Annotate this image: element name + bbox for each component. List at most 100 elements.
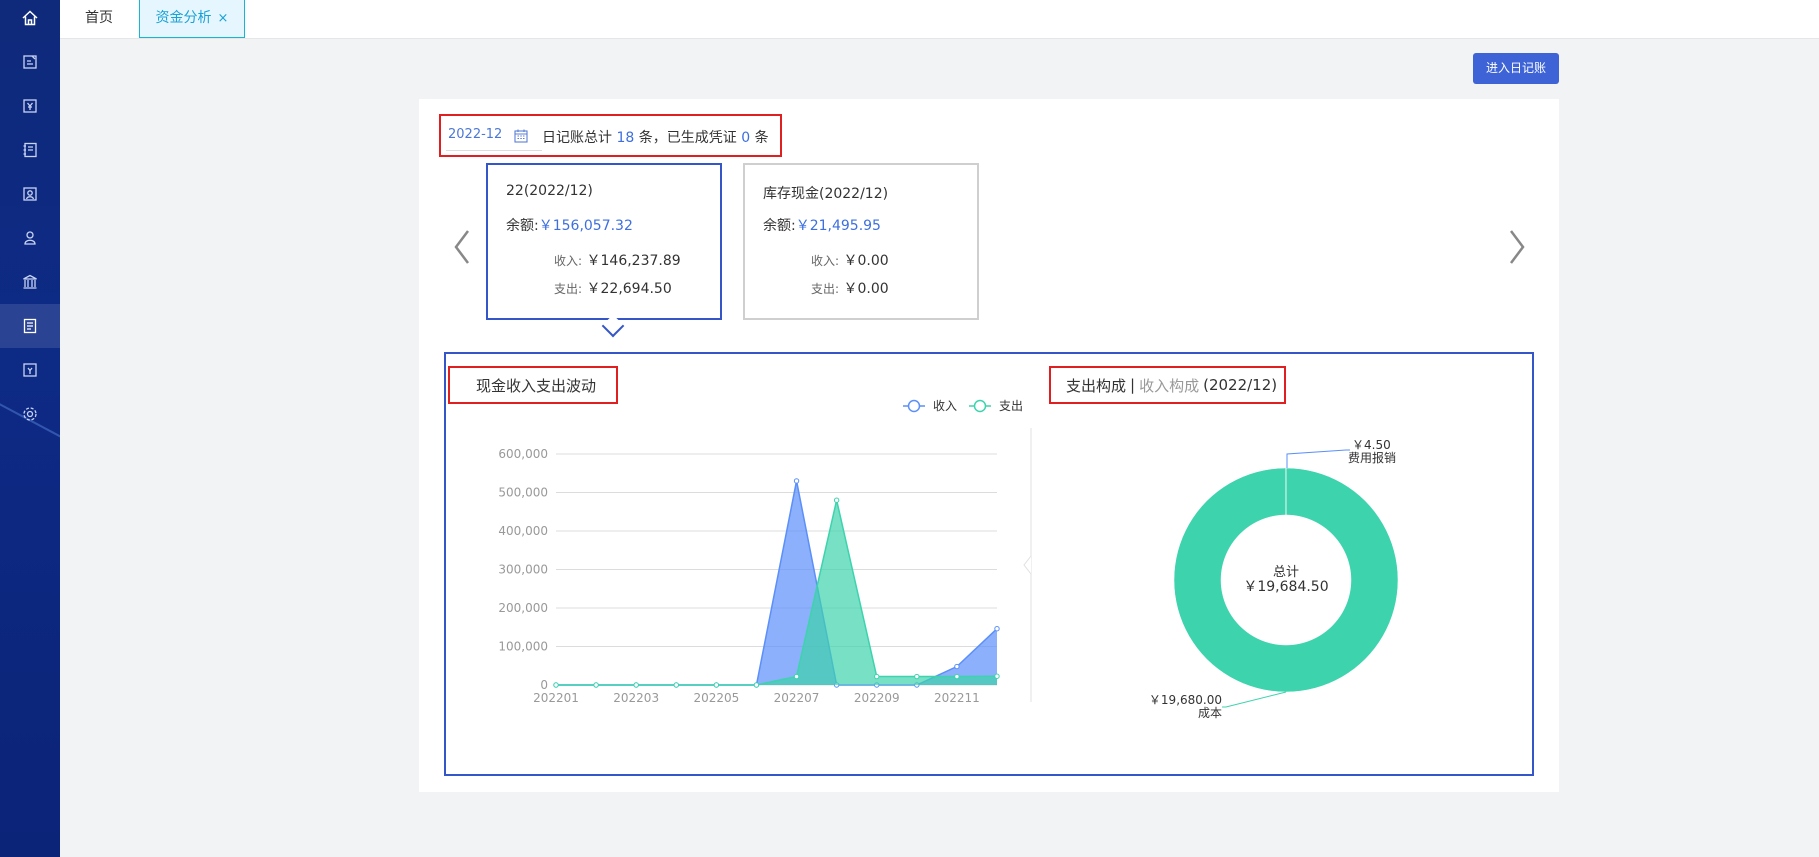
pie-slice xyxy=(1173,467,1399,693)
x-tick-label: 202209 xyxy=(854,691,900,705)
line-chart-title: 现金收入支出波动 xyxy=(448,366,618,404)
title-separator: | xyxy=(1130,376,1136,394)
income-value: ￥0.00 xyxy=(843,253,889,269)
legend-label: 支出 xyxy=(999,399,1023,413)
account-balance: 余额:￥21,495.95 xyxy=(763,215,881,235)
balance-label: 余额: xyxy=(763,218,796,234)
account-income: 收入: ￥146,237.89 xyxy=(554,250,681,270)
summary-prefix: 日记账总计 xyxy=(542,130,612,146)
account-expense: 支出: ￥22,694.50 xyxy=(554,278,672,298)
account-name: 22(2022/12) xyxy=(506,183,593,199)
slice-name-label: 费用报销 xyxy=(1348,450,1396,465)
x-tick-label: 202211 xyxy=(934,691,980,705)
charts-container xyxy=(444,352,1534,776)
data-point xyxy=(633,682,639,688)
journal-summary: 日记账总计 18 条，已生成凭证 0 条 xyxy=(542,127,769,147)
asset-icon[interactable] xyxy=(0,216,60,260)
month-picker-value[interactable]: 2022-12 xyxy=(448,127,503,142)
expense-value: ￥22,694.50 xyxy=(586,281,672,297)
balance-value: ￥156,057.32 xyxy=(538,218,633,234)
data-point xyxy=(914,673,920,680)
summary-suffix: 条 xyxy=(754,130,769,146)
balance-value: ￥21,495.95 xyxy=(795,218,881,234)
data-point xyxy=(994,673,1000,679)
x-tick-label: 202205 xyxy=(693,691,739,705)
y-tick-label: 400,000 xyxy=(498,524,548,538)
tab-close-icon[interactable]: × xyxy=(217,11,229,26)
pie-period: (2022/12) xyxy=(1203,376,1278,394)
account-name: 库存现金(2022/12) xyxy=(763,186,889,202)
x-tick-label: 202203 xyxy=(613,691,659,705)
tab-income-composition[interactable]: 收入构成 xyxy=(1139,376,1200,395)
y-tick-label: 500,000 xyxy=(498,486,548,500)
bank-icon[interactable] xyxy=(0,260,60,304)
x-tick-label: 202201 xyxy=(533,691,579,705)
y-tick-label: 100,000 xyxy=(498,640,548,654)
legend-marker xyxy=(973,399,987,413)
tab-bar: 首页 资金分析 × xyxy=(60,0,1819,39)
expense-label: 支出: xyxy=(554,282,583,296)
pie-center-value: ￥19,684.50 xyxy=(1243,579,1328,595)
pie-center-label: 总计 xyxy=(1273,565,1299,580)
leader-line xyxy=(1222,691,1287,708)
sidebar xyxy=(0,0,60,857)
income-label: 收入: xyxy=(554,254,583,268)
invoice-icon[interactable] xyxy=(0,348,60,392)
y-tick-label: 600,000 xyxy=(498,447,548,461)
income-label: 收入: xyxy=(811,254,840,268)
summary-mid: 条，已生成凭证 xyxy=(638,130,737,146)
income-value: ￥146,237.89 xyxy=(586,253,681,269)
ledger-icon[interactable] xyxy=(0,128,60,172)
y-tick-label: 300,000 xyxy=(498,563,548,577)
prev-arrow-icon[interactable] xyxy=(450,227,474,267)
tab-fund-analysis-label: 资金分析 xyxy=(155,10,212,26)
tab-expense-composition[interactable]: 支出构成 xyxy=(1066,376,1127,395)
tab-fund-analysis[interactable]: 资金分析 × xyxy=(139,0,245,38)
report-icon[interactable] xyxy=(0,172,60,216)
data-point xyxy=(673,682,679,688)
expense-label: 支出: xyxy=(811,282,840,296)
data-point xyxy=(954,663,960,670)
data-point xyxy=(994,625,1000,632)
data-point xyxy=(553,682,559,688)
data-point xyxy=(593,682,599,688)
slice-value-label: ￥19,680.00 xyxy=(1149,693,1222,707)
account-card-cash[interactable]: 库存现金(2022/12) 余额:￥21,495.95 收入: ￥0.00 支出… xyxy=(743,163,979,320)
voucher-count: 0 xyxy=(741,130,751,146)
tab-home[interactable]: 首页 xyxy=(85,10,113,26)
account-card-22[interactable]: 22(2022/12) 余额:￥156,057.32 收入: ￥146,237.… xyxy=(486,163,722,320)
account-balance: 余额:￥156,057.32 xyxy=(506,215,633,235)
pie-chart-title: 支出构成 | 收入构成 (2022/12) xyxy=(1049,366,1286,404)
edit-doc-icon[interactable] xyxy=(0,40,60,84)
x-tick-label: 202207 xyxy=(774,691,820,705)
data-point xyxy=(833,497,840,503)
slice-name-label: 成本 xyxy=(1198,706,1222,720)
legend-label: 收入 xyxy=(933,399,957,413)
data-point xyxy=(874,673,880,680)
divider-notch xyxy=(1023,555,1032,575)
data-point xyxy=(793,673,800,680)
expense-value: ￥0.00 xyxy=(843,281,889,297)
entry-count: 18 xyxy=(616,130,635,146)
enter-journal-button[interactable]: 进入日记账 xyxy=(1473,53,1559,84)
series-area xyxy=(556,480,997,685)
account-income: 收入: ￥0.00 xyxy=(811,250,889,270)
data-point xyxy=(713,682,720,688)
settings-icon[interactable] xyxy=(0,392,60,436)
y-tick-label: 200,000 xyxy=(498,601,548,615)
data-point xyxy=(753,682,760,688)
home-icon[interactable] xyxy=(0,0,60,40)
y-tick-label: 0 xyxy=(540,678,548,692)
data-point xyxy=(793,478,800,484)
account-expense: 支出: ￥0.00 xyxy=(811,278,889,298)
series-line xyxy=(556,500,998,686)
cash-journal-icon[interactable] xyxy=(0,304,60,348)
yen-doc-icon[interactable] xyxy=(0,84,60,128)
leader-line xyxy=(1286,449,1350,468)
slice-value-label: ￥4.50 xyxy=(1352,438,1391,452)
calendar-icon[interactable] xyxy=(513,128,529,144)
next-arrow-icon[interactable] xyxy=(1505,227,1529,267)
month-picker-underline xyxy=(446,150,542,151)
balance-label: 余额: xyxy=(506,218,539,234)
